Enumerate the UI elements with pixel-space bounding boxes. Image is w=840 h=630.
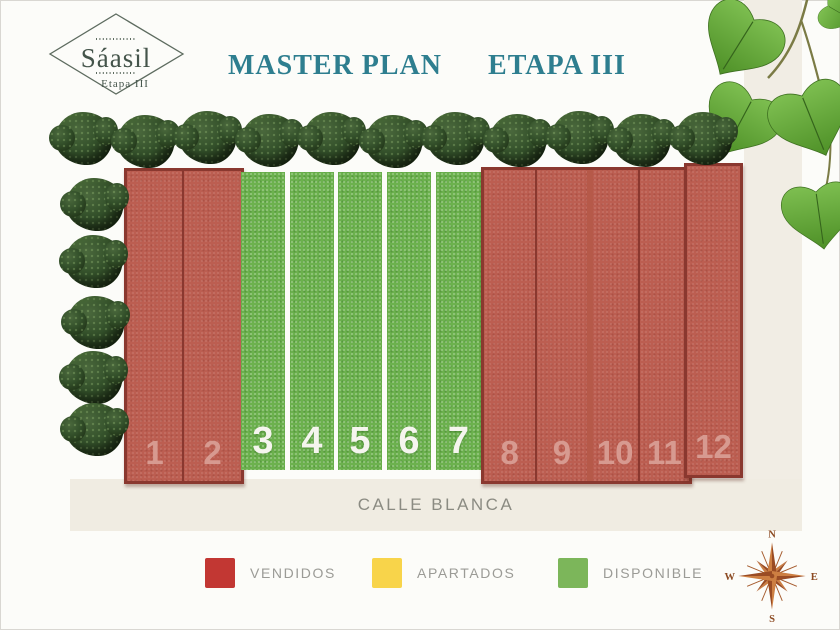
lot-4: 4 (290, 172, 334, 470)
lot-number: 4 (301, 420, 323, 462)
tree-icon (60, 178, 129, 231)
lot-block-8-11: 8 9 10 11 (481, 167, 692, 484)
logo-name: Sáasil (81, 43, 152, 73)
compass-n-label: N (768, 530, 776, 541)
tree-icon (669, 112, 738, 165)
tree-icon (297, 112, 366, 165)
tree-icon (545, 111, 614, 164)
lot-number: 3 (252, 420, 274, 462)
lot-number: 10 (596, 434, 634, 471)
compass-s-label: S (769, 614, 775, 624)
tree-icon (59, 235, 128, 288)
lot-12: 12 (684, 163, 743, 478)
apartados-swatch-icon (372, 558, 402, 588)
title-master-plan: MASTER PLAN (228, 50, 443, 81)
lot-9: 9 (535, 170, 587, 481)
lot-5: 5 (338, 172, 382, 470)
lot-block-1-2: 1 2 (124, 168, 244, 484)
tree-icon (359, 115, 428, 168)
disponible-swatch-icon (558, 558, 588, 588)
vendidos-swatch-icon (205, 558, 235, 588)
lot-6: 6 (387, 172, 431, 470)
tree-icon (60, 403, 129, 456)
legend-label: VENDIDOS (250, 565, 336, 581)
tree-icon (607, 114, 676, 167)
street-label: CALLE BLANCA (357, 495, 515, 514)
lot-number: 5 (349, 420, 371, 462)
lot-number: 1 (145, 434, 164, 471)
lot-number: 8 (500, 434, 519, 471)
tree-icon (49, 112, 118, 165)
saasil-logo: Sáasil Etapa III (48, 13, 185, 95)
title-etapa: ETAPA III (488, 50, 626, 81)
legend-item-apartados: APARTADOS (372, 558, 515, 588)
street-calle-blanca: CALLE BLANCA (70, 479, 802, 531)
lot-3: 3 (241, 172, 285, 470)
legend-item-vendidos: VENDIDOS (205, 558, 336, 588)
logo-stage: Etapa III (101, 78, 149, 90)
tree-icon (483, 114, 552, 167)
legend-item-disponible: DISPONIBLE (558, 558, 703, 588)
lot-number: 11 (646, 434, 682, 471)
legend-label: DISPONIBLE (603, 565, 704, 581)
tree-icon (235, 114, 304, 167)
side-street-band (744, 0, 802, 531)
tree-icon (421, 112, 490, 165)
vine-leaves-icon (685, 0, 840, 255)
compass-e-label: E (811, 572, 818, 583)
lot-number: 6 (398, 420, 420, 462)
lot-number: 2 (203, 434, 222, 471)
lot-number: 12 (695, 428, 732, 465)
legend: VENDIDOS APARTADOS DISPONIBLE (0, 558, 840, 592)
legend-label: APARTADOS (417, 565, 516, 581)
lot-1: 1 (127, 171, 184, 481)
tree-icon (61, 296, 130, 349)
compass-w-label: W (724, 572, 735, 583)
lot-10: 10 (586, 170, 638, 481)
lot-11: 11 (637, 170, 689, 481)
lot-number: 7 (447, 420, 470, 462)
tree-icon (111, 115, 180, 168)
lot-2: 2 (184, 171, 241, 481)
tree-icon (173, 111, 242, 164)
compass-rose-icon: N E S W (724, 530, 818, 624)
lot-7: 7 (436, 172, 481, 470)
lot-number: 9 (552, 434, 572, 471)
tree-icon (59, 351, 128, 404)
page-title: MASTER PLAN ETAPA III (228, 50, 626, 82)
lot-8: 8 (484, 170, 536, 481)
